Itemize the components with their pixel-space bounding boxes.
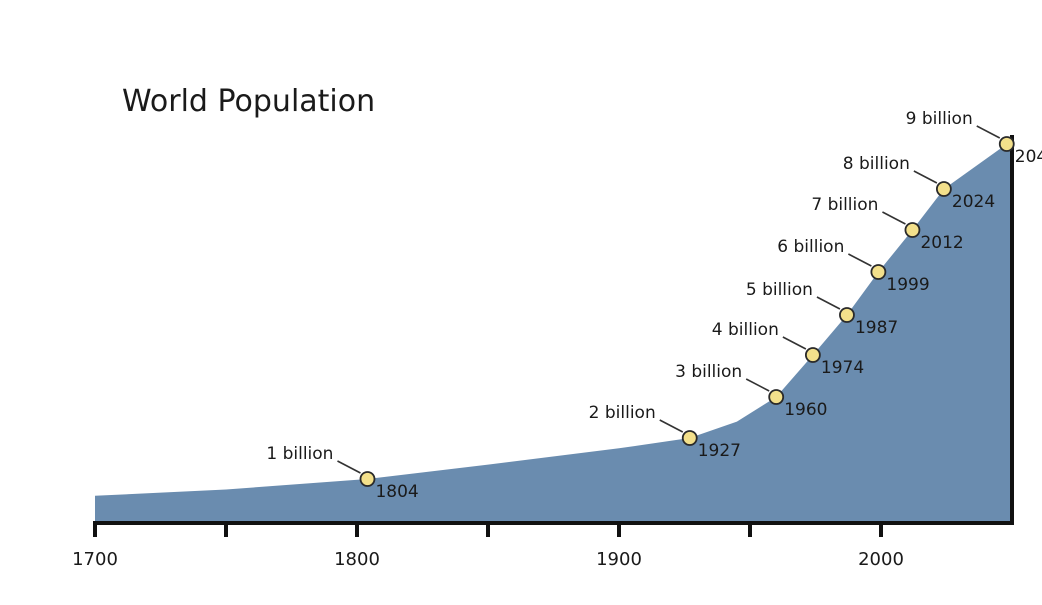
milestone-marker: [935, 181, 952, 197]
x-tick-label: 1700: [72, 549, 118, 570]
milestone-connector: [659, 419, 684, 433]
milestone-connector: [782, 336, 807, 350]
milestone-connector: [816, 296, 841, 310]
milestone-connector: [745, 378, 770, 392]
milestone-connector: [848, 253, 872, 267]
milestone-value-label: 5 billion: [746, 280, 813, 300]
milestone-marker: [870, 264, 887, 280]
milestone-year-label: 1999: [886, 275, 929, 295]
milestone-year-label: 1987: [855, 318, 898, 338]
milestone-year-label: 1960: [784, 400, 827, 420]
milestone-value-label: 6 billion: [777, 237, 844, 257]
milestone-value-label: 8 billion: [843, 154, 910, 174]
population-area: [95, 135, 1012, 521]
milestone-value-label: 1 billion: [266, 444, 333, 464]
milestone-markers: 1 billion 1804 2 billion 1927 3 billion 1960 4…: [266, 109, 1042, 502]
milestone-marker: [998, 136, 1015, 152]
milestone-year-label: 2048: [1015, 147, 1042, 167]
milestone-year-label: 1974: [821, 358, 864, 378]
milestone-marker: [681, 430, 698, 446]
milestone-year-label: 2024: [952, 192, 995, 212]
x-axis-tick-labels: 1700 1800 1900 2000: [72, 549, 904, 570]
milestone-year-label: 2012: [920, 233, 963, 253]
milestone-value-label: 4 billion: [712, 320, 779, 340]
milestone-marker: [359, 471, 376, 487]
milestone-connector: [976, 125, 1001, 139]
x-tick-label: 2000: [858, 549, 904, 570]
milestone-value-label: 7 billion: [811, 195, 878, 215]
milestone-connector: [882, 211, 906, 225]
milestone-marker: [904, 222, 921, 238]
x-axis-ticks: [93, 521, 883, 537]
milestone-value-label: 3 billion: [675, 362, 742, 382]
milestone-value-label: 2 billion: [589, 403, 656, 423]
x-tick-label: 1800: [334, 549, 380, 570]
milestone-connector: [913, 170, 938, 184]
chart-title: World Population: [122, 84, 375, 119]
milestone-year-label: 1804: [375, 482, 418, 502]
milestone-year-label: 1927: [698, 441, 741, 461]
milestone-connector: [337, 460, 361, 474]
milestone-marker: [839, 307, 855, 323]
milestone-value-label: 9 billion: [906, 109, 973, 129]
milestone-marker: [804, 347, 821, 363]
x-tick-label: 1900: [596, 549, 642, 570]
milestone-marker: [768, 389, 785, 405]
